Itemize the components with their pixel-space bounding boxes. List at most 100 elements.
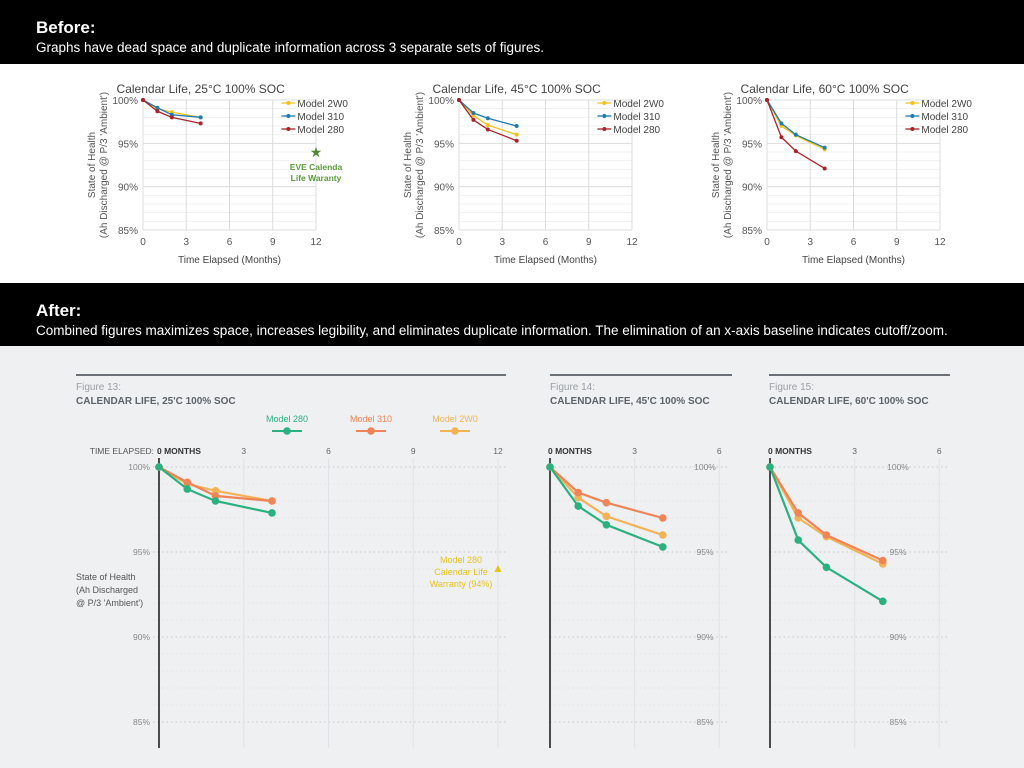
warranty-annotation: Calendar Life xyxy=(434,567,488,577)
x-tick-label: 3 xyxy=(183,237,189,248)
y-axis-label-line: State of Health xyxy=(87,132,98,198)
y-axis-label: State of Health(Ah Discharged @ P/3 'Amb… xyxy=(711,92,734,238)
y-axis-label: State of Health(Ah Discharged @ P/3 'Amb… xyxy=(403,92,426,238)
x-tick-label: 3 xyxy=(852,446,857,456)
y-tick-label: 100% xyxy=(428,96,454,107)
y-axis-label-line: (Ah Discharged @ P/3 'Ambient') xyxy=(723,92,734,238)
data-point xyxy=(268,509,276,517)
before-heading: Before: xyxy=(36,18,96,37)
legend-marker xyxy=(286,114,291,118)
data-point xyxy=(659,531,667,539)
chart-title: Calendar Life, 60°C 100% SOC xyxy=(741,82,910,96)
y-tick-label: 90% xyxy=(696,632,713,642)
data-point xyxy=(183,485,192,493)
y-tick-label: 95% xyxy=(118,139,138,150)
legend-label: Model 310 xyxy=(921,112,968,123)
figure-label: Figure 13: xyxy=(76,382,121,393)
data-point xyxy=(602,512,611,521)
data-point xyxy=(514,124,519,128)
y-tick-label: 90% xyxy=(889,632,906,642)
x-tick-label: 12 xyxy=(934,237,946,248)
y-tick-label: 85% xyxy=(696,717,713,727)
y-tick-label: 85% xyxy=(434,226,454,237)
warning-triangle-icon xyxy=(494,565,502,572)
data-point xyxy=(198,115,203,120)
x-tick-label: 3 xyxy=(499,237,505,248)
series-line-model-280 xyxy=(458,99,517,142)
legend-marker xyxy=(451,427,459,435)
x-tick-label: 6 xyxy=(227,237,233,248)
legend-marker xyxy=(286,101,291,105)
x-tick-label: 6 xyxy=(543,237,549,248)
y-tick-label: 90% xyxy=(742,183,762,194)
series-line-model-2w0 xyxy=(458,99,517,136)
data-point xyxy=(602,521,611,529)
y-tick-label: 100% xyxy=(736,96,762,107)
figure-title: CALENDAR LIFE, 45'C 100% SOC xyxy=(550,396,710,407)
legend-marker xyxy=(910,101,915,105)
legend-marker xyxy=(602,127,607,131)
legend-marker xyxy=(910,114,915,118)
after-heading: After: xyxy=(36,301,82,320)
warranty-annotation: Life Waranty xyxy=(291,173,342,183)
legend-label: Model 2W0 xyxy=(921,99,972,110)
series-line-model-310 xyxy=(766,99,825,149)
legend-label: Model 280 xyxy=(297,125,344,136)
data-point xyxy=(822,166,827,171)
x-zero-label: 0 MONTHS xyxy=(768,446,812,456)
y-axis-label-line: (Ah Discharged @ P/3 'Ambient') xyxy=(99,92,110,238)
series-line-model-310 xyxy=(158,466,273,503)
legend-label: Model 2W0 xyxy=(432,414,478,424)
data-point xyxy=(659,514,667,522)
data-point xyxy=(822,145,827,150)
series-line-model-310 xyxy=(549,466,664,520)
chart-title: Calendar Life, 25°C 100% SOC xyxy=(117,82,286,96)
x-tick-label: 3 xyxy=(241,446,246,456)
series-line-model-2w0 xyxy=(766,99,825,150)
y-tick-label: 95% xyxy=(133,547,150,557)
data-point xyxy=(514,138,519,143)
before-description: Graphs have dead space and duplicate inf… xyxy=(36,40,545,55)
figure-title: CALENDAR LIFE, 60'C 100% SOC xyxy=(769,396,929,407)
series-line-model-280 xyxy=(766,99,826,170)
y-tick-label: 95% xyxy=(889,547,906,557)
data-point xyxy=(822,531,831,539)
legend-marker xyxy=(286,127,291,131)
y-axis-label-line: (Ah Discharged @ P/3 'Ambient') xyxy=(415,92,426,238)
data-point xyxy=(169,115,174,120)
data-point xyxy=(457,98,461,102)
legend-label: Model 2W0 xyxy=(297,99,348,110)
warranty-annotation: EVE Calenda xyxy=(290,162,343,172)
x-tick-label: 12 xyxy=(626,237,638,248)
data-point xyxy=(822,563,831,572)
legend-label: Model 280 xyxy=(613,125,660,136)
x-tick-label: 9 xyxy=(586,237,592,248)
series-line-model-310 xyxy=(142,99,201,118)
data-point xyxy=(779,135,784,140)
x-tick-label: 9 xyxy=(894,237,900,248)
data-point xyxy=(268,497,276,505)
star-icon: ★ xyxy=(310,144,323,160)
x-tick-label: 3 xyxy=(632,446,637,456)
time-elapsed-label: TIME ELAPSED: xyxy=(90,446,154,456)
data-point xyxy=(574,488,582,497)
legend-label: Model 310 xyxy=(613,112,660,123)
x-axis-label: Time Elapsed (Months) xyxy=(494,255,597,266)
y-tick-label: 95% xyxy=(696,547,713,557)
y-tick-label: 85% xyxy=(133,717,150,727)
data-point xyxy=(602,498,611,507)
data-point xyxy=(183,478,192,487)
x-zero-label: 0 MONTHS xyxy=(548,446,592,456)
legend-marker xyxy=(602,114,607,118)
data-point xyxy=(155,105,160,110)
data-point xyxy=(211,497,220,505)
x-tick-label: 0 xyxy=(764,237,770,248)
x-tick-label: 12 xyxy=(493,446,503,456)
figure-label: Figure 14: xyxy=(550,382,595,393)
series-line-model-310 xyxy=(769,466,884,562)
data-point xyxy=(766,463,774,471)
x-tick-label: 6 xyxy=(717,446,722,456)
y-tick-label: 100% xyxy=(128,462,150,472)
data-point xyxy=(793,149,798,154)
y-axis-label: State of Health xyxy=(76,572,136,582)
